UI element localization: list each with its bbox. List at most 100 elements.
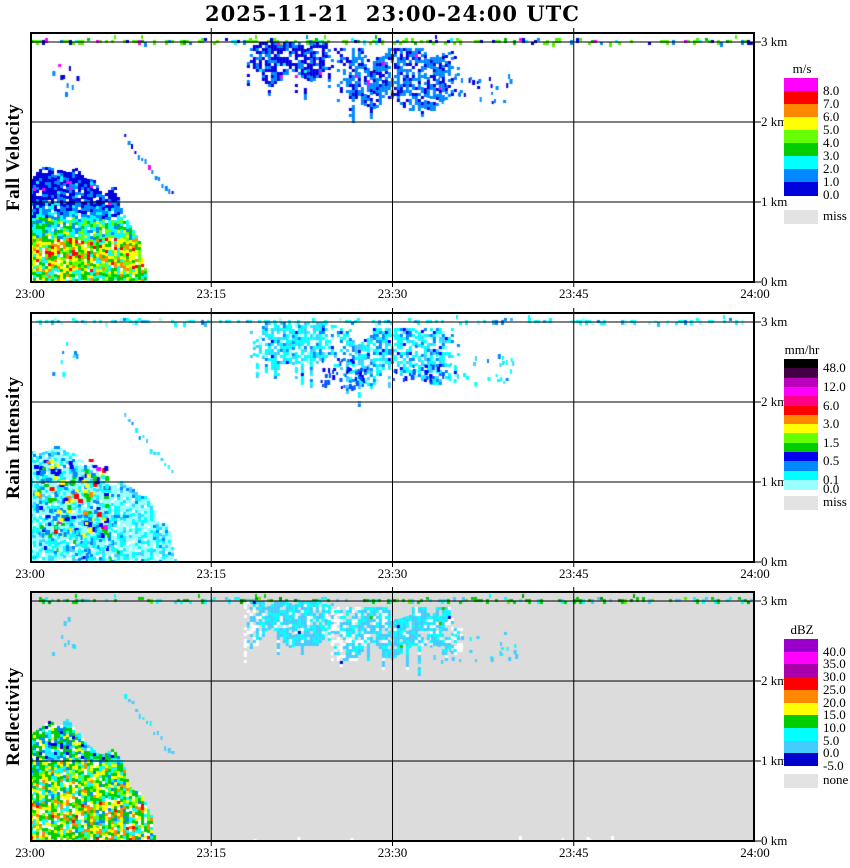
x-tick-label: 23:00 bbox=[15, 845, 45, 860]
y-tick-label: 1 km bbox=[761, 753, 788, 768]
legend-color-swatch bbox=[784, 130, 818, 144]
y-tick-label: 0 km bbox=[761, 833, 788, 848]
legend-value-label: 25.0 bbox=[823, 681, 846, 697]
y-tick-label: 3 km bbox=[761, 314, 788, 329]
legend-color-swatch bbox=[784, 651, 818, 665]
y-tick-label: 0 km bbox=[761, 274, 788, 289]
legend-color-swatch bbox=[784, 452, 818, 462]
legend-missing-label: none bbox=[823, 772, 849, 787]
legend-value-label: 0.0 bbox=[823, 481, 840, 497]
x-tick-label: 23:15 bbox=[196, 566, 227, 581]
legend-value-label: 20.0 bbox=[823, 694, 846, 710]
legend-missing-swatch bbox=[784, 210, 818, 224]
y-tick-label: 0 km bbox=[761, 554, 788, 569]
legend-color-swatch bbox=[784, 359, 818, 369]
legend-value-label: 10.0 bbox=[823, 719, 846, 735]
x-tick-label: 23:15 bbox=[196, 845, 227, 860]
legend-color-swatch bbox=[784, 424, 818, 434]
legend-color-swatch bbox=[784, 91, 818, 105]
legend-color-swatch bbox=[784, 104, 818, 118]
legend-color-swatch bbox=[784, 639, 818, 653]
rain-intensity-heatmap-canvas bbox=[30, 313, 755, 562]
legend-value-label: 15.0 bbox=[823, 707, 846, 723]
legend-color-swatch bbox=[784, 78, 818, 92]
legend-color-swatch bbox=[784, 677, 818, 691]
y-tick-label: 1 km bbox=[761, 194, 788, 209]
legend-color-swatch bbox=[784, 753, 818, 767]
legend-color-swatch bbox=[784, 702, 818, 716]
legend-color-swatch bbox=[784, 433, 818, 444]
legend-value-label: 3.0 bbox=[823, 416, 840, 432]
legend-color-swatch bbox=[784, 470, 818, 481]
legend-value-label: 0.1 bbox=[823, 471, 840, 487]
legend-unit-label: mm/hr bbox=[784, 342, 820, 357]
panel-label-fall-velocity: Fall Velocity bbox=[3, 103, 24, 212]
legend-unit-label: dBZ bbox=[790, 622, 814, 637]
legend-color-swatch bbox=[784, 377, 818, 388]
y-tick-label: 2 km bbox=[761, 394, 788, 409]
x-tick-label: 23:30 bbox=[377, 845, 408, 860]
legend-color-swatch bbox=[784, 368, 818, 379]
legend-color-swatch bbox=[784, 689, 818, 703]
legend-color-swatch bbox=[784, 414, 818, 425]
legend-value-label: 12.0 bbox=[823, 378, 846, 394]
legend-color-swatch bbox=[784, 727, 818, 742]
legend-color-swatch bbox=[784, 143, 818, 157]
y-tick-label: 2 km bbox=[761, 114, 788, 129]
x-tick-label: 24:00 bbox=[740, 845, 770, 860]
legend-missing-label: miss bbox=[823, 494, 847, 510]
y-tick-label: 3 km bbox=[761, 593, 788, 608]
legend-value-label: 1.5 bbox=[823, 434, 840, 450]
legend-color-swatch bbox=[784, 479, 818, 490]
legend-value-label: 5.0 bbox=[823, 122, 840, 137]
legend-color-swatch bbox=[784, 461, 818, 472]
legend-color-swatch bbox=[784, 117, 818, 131]
legend-unit-label: m/s bbox=[792, 61, 812, 76]
panel-label-rain-intensity: Rain Intensity bbox=[3, 376, 24, 499]
legend-value-label: -5.0 bbox=[823, 758, 844, 773]
y-tick-label: 3 km bbox=[761, 34, 788, 49]
x-tick-label: 24:00 bbox=[740, 286, 770, 301]
x-tick-label: 23:15 bbox=[196, 286, 227, 301]
x-tick-label: 23:00 bbox=[15, 286, 45, 301]
legend-value-label: 6.0 bbox=[823, 397, 840, 413]
legend-color-swatch bbox=[784, 715, 818, 729]
legend-color-swatch bbox=[784, 396, 818, 406]
y-tick-label: 2 km bbox=[761, 673, 788, 688]
legend-value-label: 6.0 bbox=[823, 109, 840, 124]
legend-value-label: 7.0 bbox=[823, 96, 840, 111]
reflectivity-heatmap-canvas bbox=[30, 592, 755, 841]
legend-value-label: 0.5 bbox=[823, 453, 840, 469]
legend-value-label: 35.0 bbox=[823, 656, 846, 672]
x-tick-label: 24:00 bbox=[740, 566, 770, 581]
legend-color-swatch bbox=[784, 182, 818, 196]
legend-value-label: 0.0 bbox=[823, 745, 840, 761]
legend-value-label: 48.0 bbox=[823, 360, 846, 376]
x-tick-label: 23:00 bbox=[15, 566, 45, 581]
legend-value-label: 5.0 bbox=[823, 732, 840, 748]
page-title: 2025-11-21 23:00-24:00 UTC bbox=[204, 1, 581, 26]
legend-color-swatch bbox=[784, 405, 818, 416]
legend-color-swatch bbox=[784, 156, 818, 170]
legend-value-label: 40.0 bbox=[823, 643, 846, 659]
legend-color-swatch bbox=[784, 169, 818, 183]
legend-missing-swatch bbox=[784, 496, 818, 511]
legend-value-label: 4.0 bbox=[823, 135, 840, 150]
legend-color-swatch bbox=[784, 740, 818, 754]
x-tick-label: 23:45 bbox=[558, 566, 589, 581]
legend-value-label: 1.0 bbox=[823, 174, 840, 189]
legend-value-label: 8.0 bbox=[823, 83, 840, 98]
panel-label-reflectivity: Reflectivity bbox=[3, 667, 24, 766]
legend-color-swatch bbox=[784, 386, 818, 397]
legend-color-swatch bbox=[784, 664, 818, 678]
x-tick-label: 23:45 bbox=[558, 286, 589, 301]
legend-value-label: 3.0 bbox=[823, 148, 840, 163]
legend-value-label: 30.0 bbox=[823, 669, 846, 685]
x-tick-label: 23:45 bbox=[558, 845, 589, 860]
legend-missing-swatch bbox=[784, 774, 818, 788]
legend-value-label: 0.0 bbox=[823, 187, 840, 202]
legend-value-label: 2.0 bbox=[823, 161, 840, 176]
legend-color-swatch bbox=[784, 442, 818, 453]
legend-missing-label: miss bbox=[823, 208, 847, 223]
